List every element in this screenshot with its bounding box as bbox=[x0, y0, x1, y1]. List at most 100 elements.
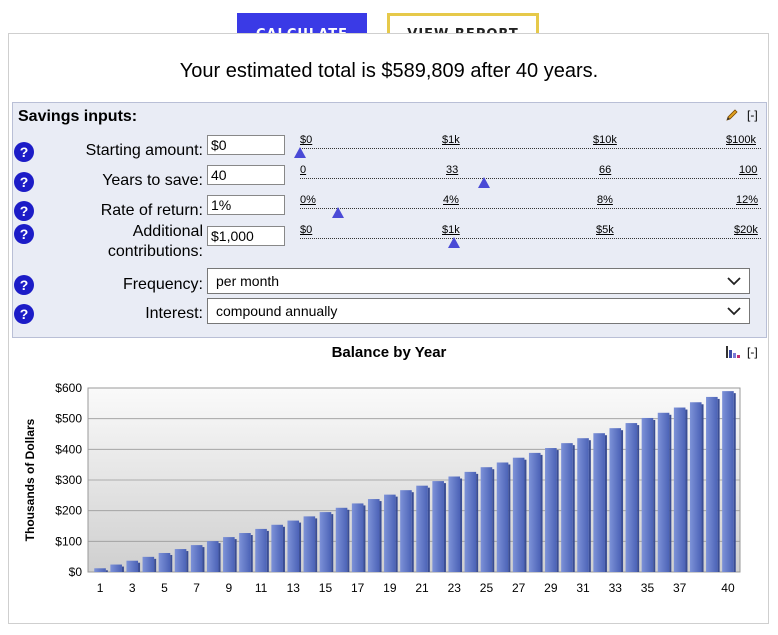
x-tick-label: 35 bbox=[641, 581, 655, 595]
slider-thumb[interactable] bbox=[332, 207, 345, 218]
years-to-save-label: Years to save: bbox=[102, 172, 203, 189]
estimated-total-summary: Your estimated total is $589,809 after 4… bbox=[179, 60, 599, 82]
rate-of-return-slider[interactable]: 0% 4% 8% 12% bbox=[300, 194, 761, 220]
additional-contributions-slider[interactable]: $0 $1k $5k $20k bbox=[300, 224, 761, 250]
help-icon[interactable]: ? bbox=[14, 304, 34, 324]
slider-tick: 66 bbox=[599, 164, 612, 176]
help-icon[interactable]: ? bbox=[14, 275, 34, 295]
bar bbox=[625, 423, 638, 572]
slider-thumb[interactable] bbox=[478, 177, 491, 188]
slider-tick: $100k bbox=[726, 134, 756, 146]
slider-track bbox=[300, 178, 761, 179]
bar bbox=[593, 433, 605, 572]
bar-shadow bbox=[299, 522, 302, 572]
interest-select[interactable]: compound annually bbox=[207, 298, 750, 324]
rate-of-return-input[interactable]: 1% bbox=[207, 195, 285, 215]
bar bbox=[545, 448, 557, 572]
y-tick-label: $300 bbox=[55, 473, 82, 487]
bar bbox=[673, 407, 686, 572]
bar-shadow bbox=[154, 558, 157, 572]
bar bbox=[416, 485, 428, 572]
inputs-collapse-button[interactable]: [-] bbox=[747, 108, 758, 122]
help-icon[interactable]: ? bbox=[14, 201, 34, 221]
slider-tick: $10k bbox=[593, 134, 617, 146]
bar bbox=[158, 552, 171, 572]
x-tick-label: 9 bbox=[226, 581, 233, 595]
x-tick-label: 5 bbox=[161, 581, 168, 595]
bar bbox=[287, 520, 300, 572]
bar-shadow bbox=[733, 393, 736, 572]
bar bbox=[303, 516, 316, 572]
pencil-icon[interactable] bbox=[725, 108, 739, 122]
bar bbox=[126, 560, 139, 572]
x-tick-label: 3 bbox=[129, 581, 136, 595]
bar-shadow bbox=[621, 430, 624, 572]
starting-amount-input[interactable]: $0 bbox=[207, 135, 285, 155]
bar bbox=[384, 494, 396, 572]
bar-shadow bbox=[411, 492, 414, 572]
slider-tick: 8% bbox=[597, 194, 613, 206]
y-tick-label: $600 bbox=[55, 381, 82, 395]
bar-shadow bbox=[395, 496, 398, 572]
bar bbox=[94, 568, 106, 572]
bar-shadow bbox=[138, 562, 141, 572]
bar bbox=[367, 499, 380, 572]
bar-shadow bbox=[508, 464, 511, 572]
bar-shadow bbox=[266, 530, 269, 572]
years-to-save-input[interactable]: 40 bbox=[207, 165, 285, 185]
bar bbox=[512, 457, 525, 572]
help-icon[interactable]: ? bbox=[14, 142, 34, 162]
bar-shadow bbox=[669, 414, 672, 572]
bar bbox=[448, 476, 461, 572]
x-tick-label: 21 bbox=[415, 581, 429, 595]
x-tick-label: 29 bbox=[544, 581, 558, 595]
interest-label: Interest: bbox=[145, 305, 203, 322]
frequency-value: per month bbox=[216, 273, 280, 289]
starting-amount-slider[interactable]: $0 $1k $10k $100k bbox=[294, 134, 761, 160]
x-tick-label: 15 bbox=[319, 581, 333, 595]
bar bbox=[142, 556, 155, 572]
bar-shadow bbox=[105, 570, 108, 572]
additional-contributions-input[interactable]: $1,000 bbox=[207, 226, 285, 246]
bar bbox=[271, 524, 283, 572]
slider-tick: 33 bbox=[446, 164, 459, 176]
bar-shadow bbox=[218, 543, 221, 572]
x-tick-label: 11 bbox=[255, 581, 268, 595]
x-tick-label: 17 bbox=[351, 581, 365, 595]
bar bbox=[722, 391, 734, 572]
chevron-down-icon bbox=[727, 277, 741, 286]
bar bbox=[223, 537, 235, 572]
bar-shadow bbox=[524, 459, 527, 572]
frequency-label: Frequency: bbox=[122, 276, 203, 293]
frequency-select[interactable]: per month bbox=[207, 268, 750, 294]
y-tick-label: $200 bbox=[55, 504, 82, 518]
bar-chart-icon[interactable] bbox=[726, 346, 742, 358]
help-icon[interactable]: ? bbox=[14, 172, 34, 192]
bar-shadow bbox=[170, 554, 173, 572]
slider-tick: 100 bbox=[739, 164, 758, 176]
y-tick-label: $400 bbox=[55, 442, 82, 456]
bar-shadow bbox=[282, 526, 285, 572]
slider-thumb[interactable] bbox=[294, 147, 306, 158]
chart-collapse-button[interactable]: [-] bbox=[747, 345, 758, 359]
slider-tick: $1k bbox=[442, 224, 460, 236]
bar bbox=[480, 467, 493, 572]
bar-shadow bbox=[717, 398, 720, 572]
bar-shadow bbox=[186, 551, 189, 572]
bar bbox=[255, 528, 267, 572]
additional-contributions-label: Additional bbox=[132, 223, 203, 240]
bar-shadow bbox=[427, 487, 430, 572]
slider-tick: 12% bbox=[736, 194, 759, 206]
bar-shadow bbox=[540, 454, 543, 572]
years-to-save-slider[interactable]: 0 33 66 100 bbox=[300, 164, 761, 190]
bar-shadow bbox=[379, 501, 382, 572]
bar bbox=[641, 417, 654, 572]
bar bbox=[319, 512, 332, 572]
bar bbox=[190, 545, 203, 572]
help-icon[interactable]: ? bbox=[14, 224, 34, 244]
bar bbox=[335, 507, 348, 572]
bar-shadow bbox=[234, 539, 237, 572]
interest-value: compound annually bbox=[216, 303, 338, 319]
slider-thumb[interactable] bbox=[447, 237, 460, 248]
